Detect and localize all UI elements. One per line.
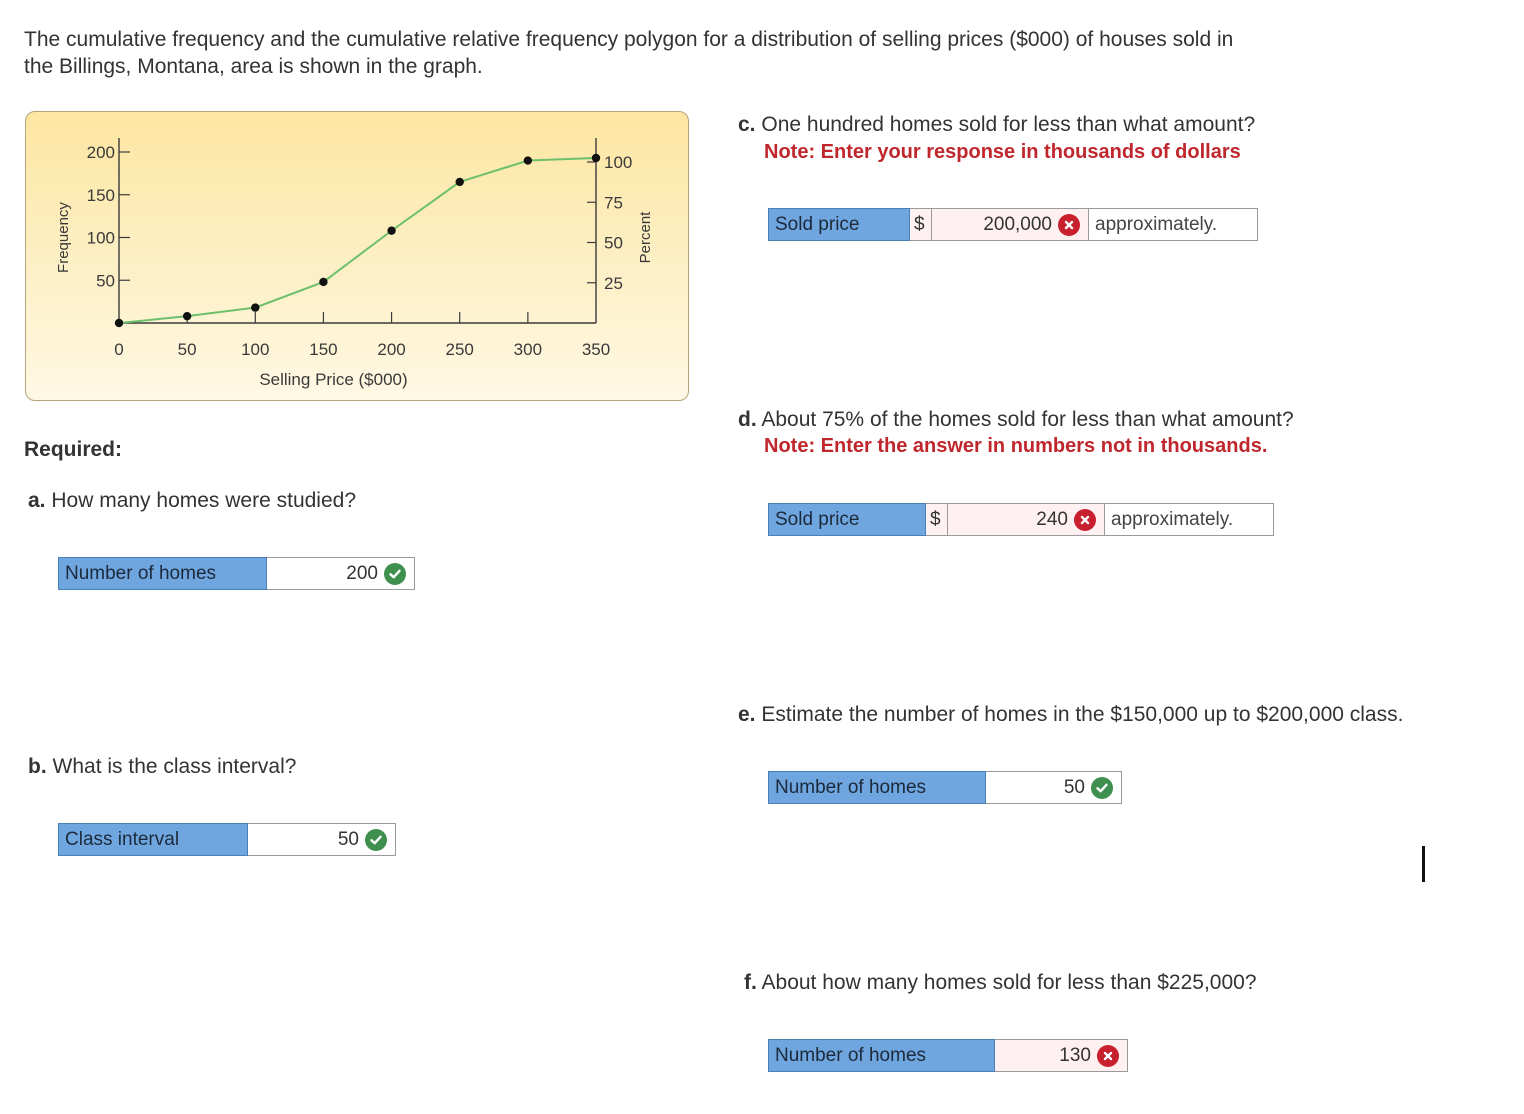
data-point — [182, 311, 192, 321]
y2-tick-label: 50 — [604, 234, 623, 253]
y2-tick-label: 25 — [604, 274, 623, 293]
x-tick-label: 250 — [446, 340, 474, 359]
question-c-text: One hundred homes sold for less than wha… — [761, 113, 1256, 136]
y2-tick-label: 100 — [604, 153, 632, 172]
x-axis-label: Selling Price ($000) — [259, 370, 407, 389]
answer-d-suffix: approximately. — [1104, 503, 1274, 536]
problem-intro: The cumulative frequency and the cumulat… — [24, 26, 1424, 80]
question-b: b. What is the class interval? — [28, 755, 296, 779]
y-tick-label: 200 — [87, 143, 115, 162]
answer-f-label: Number of homes — [768, 1039, 995, 1072]
answer-b-value: 50 — [337, 828, 359, 850]
question-f: f. About how many homes sold for less th… — [744, 971, 1257, 995]
question-a-letter: a. — [28, 489, 46, 512]
answer-f-value: 130 — [1059, 1044, 1091, 1066]
ogive-chart: 0 50 100 150 200 250 300 350 50 100 150 200 25 50 75 10… — [55, 138, 654, 389]
data-point — [251, 303, 260, 312]
text-cursor-icon — [1422, 846, 1425, 882]
question-a: a. How many homes were studied? — [28, 489, 356, 513]
answer-e-label: Number of homes — [768, 771, 986, 804]
y2-tick-label: 75 — [604, 193, 623, 212]
x-tick-label: 300 — [514, 340, 542, 359]
data-point — [114, 318, 124, 328]
data-point — [387, 226, 396, 235]
x-icon — [1074, 508, 1096, 531]
check-icon — [365, 828, 387, 851]
question-a-text: How many homes were studied? — [51, 489, 357, 512]
cumulative-frequency-line — [118, 156, 597, 324]
question-f-text: About how many homes sold for less than … — [761, 971, 1257, 994]
x-icon — [1097, 1044, 1119, 1067]
answer-d-currency: $ — [926, 503, 948, 536]
answer-b-input[interactable]: 50 — [248, 823, 396, 856]
answer-b-label: Class interval — [58, 823, 248, 856]
x-tick-label: 0 — [114, 340, 123, 359]
x-tick-label: 200 — [377, 340, 405, 359]
y-tick-label: 150 — [87, 186, 115, 205]
y-tick-label: 50 — [96, 271, 115, 290]
answer-a-input[interactable]: 200 — [267, 557, 415, 590]
question-d: d. About 75% of the homes sold for less … — [738, 408, 1294, 432]
answer-e-row: Number of homes 50 — [768, 771, 1122, 804]
x-icon — [1058, 213, 1080, 236]
required-heading: Required: — [24, 438, 123, 461]
y2-axis-label: Percent — [637, 211, 654, 264]
answer-c-currency: $ — [910, 208, 932, 241]
answer-d-label: Sold price — [768, 503, 926, 536]
x-tick-label: 50 — [178, 340, 197, 359]
check-icon — [384, 562, 406, 585]
y-axis-label: Frequency — [55, 202, 72, 273]
data-point — [591, 153, 601, 163]
question-c-letter: c. — [738, 113, 756, 136]
note-d: Note: Enter the answer in numbers not in… — [764, 435, 1268, 457]
x-tick-label: 350 — [582, 340, 610, 359]
data-point — [523, 156, 533, 165]
answer-a-row: Number of homes 200 — [58, 557, 415, 590]
answer-d-input[interactable]: 240 — [948, 503, 1104, 536]
x-tick-label: 100 — [241, 340, 269, 359]
question-d-text: About 75% of the homes sold for less tha… — [761, 408, 1294, 431]
question-b-text: What is the class interval? — [52, 755, 297, 778]
answer-c-row: Sold price $ 200,000 approximately. — [768, 208, 1258, 241]
answer-c-value: 200,000 — [983, 213, 1052, 235]
answer-d-value: 240 — [1036, 508, 1068, 530]
answer-b-row: Class interval 50 — [58, 823, 396, 856]
data-point — [319, 277, 328, 287]
intro-line-2: the Billings, Montana, area is shown in … — [24, 55, 483, 78]
question-e-letter: e. — [738, 703, 756, 726]
question-e: e. Estimate the number of homes in the $… — [738, 703, 1403, 727]
question-d-letter: d. — [738, 408, 757, 431]
question-e-text: Estimate the number of homes in the $150… — [761, 703, 1404, 726]
answer-e-input[interactable]: 50 — [986, 771, 1122, 804]
data-point — [455, 177, 464, 187]
answer-c-suffix: approximately. — [1088, 208, 1258, 241]
y-tick-label: 100 — [87, 229, 115, 248]
answer-c-input[interactable]: 200,000 — [932, 208, 1088, 241]
question-b-letter: b. — [28, 755, 47, 778]
answer-a-label: Number of homes — [58, 557, 267, 590]
answer-f-input[interactable]: 130 — [995, 1039, 1128, 1072]
answer-c-label: Sold price — [768, 208, 910, 241]
question-f-letter: f. — [744, 971, 757, 994]
note-c: Note: Enter your response in thousands o… — [764, 141, 1241, 163]
x-tick-label: 150 — [309, 340, 337, 359]
answer-d-row: Sold price $ 240 approximately. — [768, 503, 1274, 536]
answer-e-value: 50 — [1063, 776, 1085, 798]
check-icon — [1091, 776, 1113, 799]
question-c: c. One hundred homes sold for less than … — [738, 113, 1255, 137]
ogive-chart-panel: 0 50 100 150 200 250 300 350 50 100 150 200 25 50 75 10… — [25, 111, 689, 401]
answer-a-value: 200 — [346, 562, 378, 584]
answer-f-row: Number of homes 130 — [768, 1039, 1128, 1072]
intro-line-1: The cumulative frequency and the cumulat… — [24, 28, 1234, 51]
